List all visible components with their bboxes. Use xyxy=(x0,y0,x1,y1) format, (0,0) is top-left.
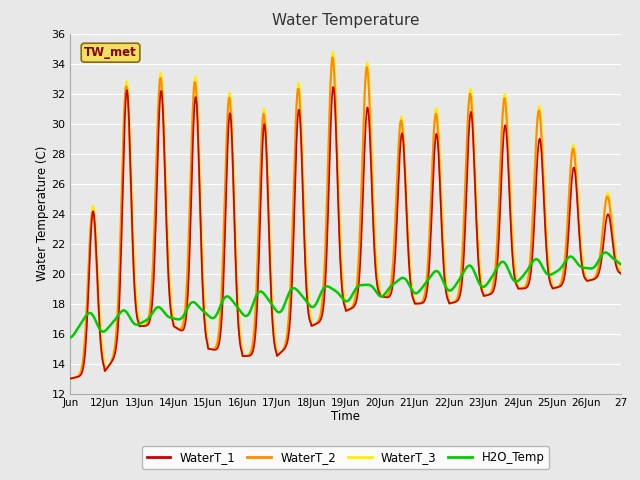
H2O_Temp xyxy=(232,303,240,309)
WaterT_2 xyxy=(434,127,442,133)
H2O_Temp xyxy=(602,250,609,255)
Line: WaterT_3: WaterT_3 xyxy=(70,52,621,379)
H2O_Temp xyxy=(280,302,288,308)
WaterT_3 xyxy=(280,344,288,349)
WaterT_3 xyxy=(67,376,74,382)
WaterT_1 xyxy=(617,271,625,276)
WaterT_2 xyxy=(617,271,625,276)
Line: H2O_Temp: H2O_Temp xyxy=(70,252,621,337)
WaterT_1 xyxy=(67,376,74,382)
WaterT_1 xyxy=(329,84,337,90)
H2O_Temp xyxy=(433,268,441,274)
H2O_Temp xyxy=(403,277,410,283)
Text: TW_met: TW_met xyxy=(84,46,137,59)
WaterT_2 xyxy=(280,345,288,350)
WaterT_3 xyxy=(329,49,337,55)
WaterT_2 xyxy=(403,222,411,228)
WaterT_1 xyxy=(260,127,268,133)
Title: Water Temperature: Water Temperature xyxy=(272,13,419,28)
Y-axis label: Water Temperature (C): Water Temperature (C) xyxy=(35,146,49,281)
WaterT_3 xyxy=(434,115,442,121)
WaterT_1 xyxy=(131,293,139,299)
H2O_Temp xyxy=(617,262,625,267)
H2O_Temp xyxy=(67,335,74,340)
WaterT_3 xyxy=(260,108,268,114)
H2O_Temp xyxy=(131,321,139,327)
H2O_Temp xyxy=(260,290,268,296)
WaterT_2 xyxy=(232,274,240,279)
WaterT_2 xyxy=(131,292,139,298)
WaterT_2 xyxy=(67,376,74,382)
WaterT_1 xyxy=(280,346,288,352)
WaterT_3 xyxy=(617,271,625,276)
WaterT_3 xyxy=(232,249,240,254)
WaterT_2 xyxy=(328,55,336,60)
WaterT_1 xyxy=(403,217,411,223)
Line: WaterT_2: WaterT_2 xyxy=(70,58,621,379)
Line: WaterT_1: WaterT_1 xyxy=(70,87,621,379)
X-axis label: Time: Time xyxy=(331,410,360,423)
WaterT_1 xyxy=(232,274,240,280)
WaterT_2 xyxy=(260,111,268,117)
Legend: WaterT_1, WaterT_2, WaterT_3, H2O_Temp: WaterT_1, WaterT_2, WaterT_3, H2O_Temp xyxy=(142,446,549,469)
WaterT_3 xyxy=(403,203,411,209)
WaterT_1 xyxy=(434,140,442,146)
WaterT_3 xyxy=(131,273,139,279)
